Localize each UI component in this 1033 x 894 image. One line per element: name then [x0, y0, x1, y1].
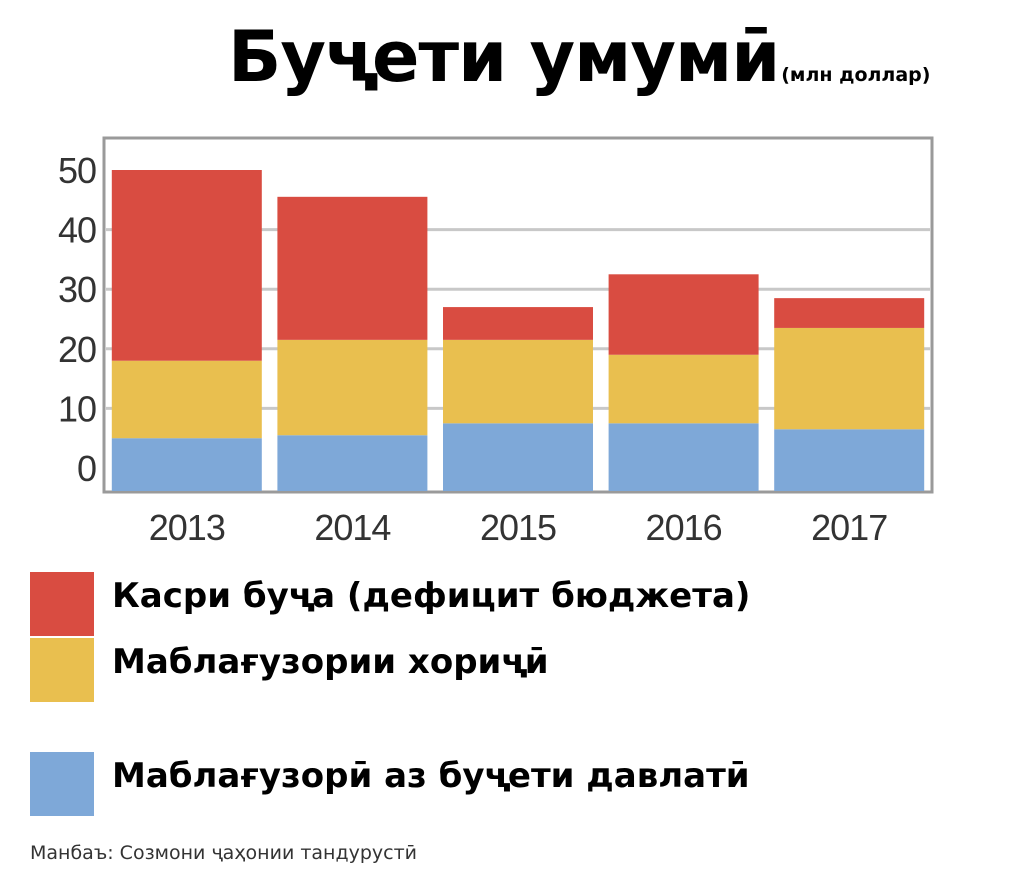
bar-2017-series-1 [774, 327, 925, 430]
bar-2013-series-1 [111, 360, 262, 439]
bar-2017-series-2 [774, 298, 925, 328]
chart-title: Буҷети умумӣ (млн доллар) [228, 22, 930, 92]
y-tick-label-50: 50 [58, 150, 96, 191]
legend-swatch-deficit [30, 572, 94, 636]
bar-2013-series-2 [111, 170, 262, 361]
x-tick-label-2017: 2017 [811, 507, 887, 548]
y-tick-label-0: 0 [77, 448, 96, 489]
bar-2015-series-0 [443, 423, 593, 491]
bar-2016-series-0 [608, 423, 759, 491]
bar-2016-series-1 [608, 354, 759, 424]
chart-unit: (млн доллар) [781, 64, 931, 86]
x-tick-label-2015: 2015 [480, 507, 556, 548]
bar-2013-series-0 [111, 438, 262, 491]
bar-2014-series-2 [277, 196, 428, 340]
legend-label-foreign: Маблағузории хориҷӣ [112, 642, 549, 682]
source-note: Манбаъ: Созмони ҷаҳонии тандурустӣ [30, 842, 418, 864]
legend-swatch-foreign [30, 638, 94, 702]
y-tick-label-30: 30 [58, 269, 96, 310]
bar-2014-series-1 [277, 339, 428, 436]
legend-label-state: Маблағузорӣ аз буҷети давлатӣ [112, 756, 750, 796]
x-tick-label-2016: 2016 [646, 507, 722, 548]
x-tick-label-2014: 2014 [314, 507, 390, 548]
legend-label-deficit: Касри буҷа (дефицит бюджета) [112, 576, 751, 616]
x-tick-label-2013: 2013 [149, 507, 225, 548]
y-tick-label-20: 20 [58, 329, 96, 370]
bar-2014-series-0 [277, 435, 428, 491]
legend-swatch-state [30, 752, 94, 816]
bar-2017-series-0 [774, 429, 925, 491]
chart-title-text: Буҷети умумӣ [228, 16, 780, 98]
stacked-bar-chart: 0 10 20 30 40 50 2013 2014 2015 2016 2017 [58, 136, 934, 548]
bar-2016-series-2 [608, 274, 759, 355]
bar-2015-series-2 [443, 307, 593, 340]
y-tick-label-40: 40 [58, 210, 96, 251]
bar-2015-series-1 [443, 339, 593, 424]
y-tick-label-10: 10 [58, 388, 96, 429]
